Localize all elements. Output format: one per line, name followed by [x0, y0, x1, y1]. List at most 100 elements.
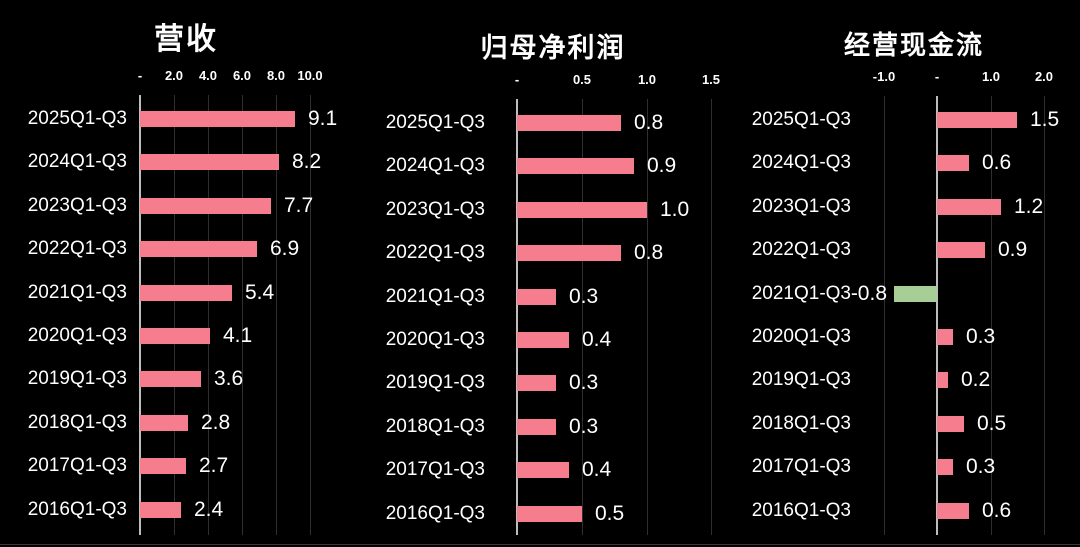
category-label: 2023Q1-Q3	[751, 196, 851, 217]
bar-positive	[937, 416, 964, 432]
gridline	[208, 95, 209, 535]
value-label: 0.3	[569, 371, 599, 394]
value-label: 2.7	[199, 454, 229, 477]
value-label: -0.8	[850, 282, 887, 305]
category-label: 2024Q1-Q3	[385, 155, 485, 176]
gridline	[310, 95, 311, 535]
bar-positive	[937, 112, 1017, 128]
value-label: 0.3	[966, 325, 996, 348]
category-label: 2017Q1-Q3	[751, 456, 851, 477]
category-label: 2019Q1-Q3	[27, 368, 127, 389]
axis-tick-label: -	[514, 72, 520, 87]
chart-title-revenue: 营收	[154, 23, 218, 56]
axis-zero-line	[516, 99, 518, 535]
value-label: 6.9	[270, 237, 300, 260]
bar-positive	[140, 241, 257, 257]
bar-positive	[517, 202, 647, 218]
axis-tick-label: 1.5	[701, 72, 721, 87]
bar-positive	[517, 506, 582, 522]
gridline	[174, 95, 175, 535]
category-label: 2025Q1-Q3	[27, 108, 127, 129]
axis-tick-label: 2.0	[164, 68, 184, 83]
value-label: 7.7	[284, 194, 314, 217]
category-label: 2020Q1-Q3	[751, 326, 851, 347]
category-label: 2020Q1-Q3	[385, 329, 485, 350]
value-label: 5.4	[245, 281, 275, 304]
value-label: 8.2	[292, 150, 322, 173]
category-label: 2025Q1-Q3	[751, 109, 851, 130]
value-label: 0.3	[569, 415, 599, 438]
category-label: 2016Q1-Q3	[385, 503, 485, 524]
category-label: 2018Q1-Q3	[27, 412, 127, 433]
category-label: 2018Q1-Q3	[385, 416, 485, 437]
value-label: 1.0	[660, 198, 690, 221]
value-label: 0.3	[966, 455, 996, 478]
category-label: 2023Q1-Q3	[385, 199, 485, 220]
chart-title-operating-cash-flow: 经营现金流	[843, 30, 985, 60]
bar-positive	[517, 115, 621, 131]
value-label: 3.6	[214, 367, 244, 390]
bar-positive	[140, 502, 181, 518]
category-label: 2020Q1-Q3	[27, 325, 127, 346]
bar-positive	[937, 372, 948, 388]
bar-positive	[140, 198, 271, 214]
bar-positive	[517, 245, 621, 261]
gridline	[276, 95, 277, 535]
category-label: 2019Q1-Q3	[385, 372, 485, 393]
value-label: 4.1	[223, 324, 253, 347]
value-label: 1.2	[1014, 195, 1044, 218]
bar-positive	[140, 285, 232, 301]
axis-tick-label: 1.0	[637, 72, 657, 87]
axis-zero-line	[936, 96, 938, 535]
value-label: 0.9	[998, 238, 1028, 261]
gridline	[582, 99, 583, 535]
bar-positive	[140, 328, 210, 344]
gridline	[647, 99, 648, 535]
bar-positive	[517, 332, 569, 348]
bar-positive	[937, 503, 969, 519]
axis-tick-label: 0.5	[572, 72, 592, 87]
bar-positive	[937, 329, 953, 345]
axis-tick-label: -1.0	[872, 69, 896, 84]
bar-positive	[140, 458, 186, 474]
category-label: 2017Q1-Q3	[27, 455, 127, 476]
category-label: 2024Q1-Q3	[27, 151, 127, 172]
axis-tick-label: 8.0	[266, 68, 286, 83]
category-label: 2022Q1-Q3	[751, 239, 851, 260]
value-label: 9.1	[308, 107, 338, 130]
bar-positive	[937, 199, 1001, 215]
category-label: 2018Q1-Q3	[751, 413, 851, 434]
value-label: 0.2	[961, 368, 991, 391]
value-label: 0.8	[634, 111, 664, 134]
value-label: 2.4	[194, 498, 224, 521]
axis-tick-label: 4.0	[198, 68, 218, 83]
bar-positive	[140, 154, 279, 170]
value-label: 0.4	[582, 328, 612, 351]
category-label: 2019Q1-Q3	[751, 369, 851, 390]
axis-tick-label: 6.0	[232, 68, 252, 83]
gridline	[242, 95, 243, 535]
gridline	[884, 96, 885, 535]
value-label: 0.5	[977, 412, 1007, 435]
value-label: 0.4	[582, 458, 612, 481]
bar-negative	[894, 286, 937, 302]
bar-positive	[517, 158, 634, 174]
value-label: 0.8	[634, 241, 664, 264]
category-label: 2022Q1-Q3	[385, 242, 485, 263]
value-label: 1.5	[1030, 108, 1060, 131]
axis-tick-label: 2.0	[1034, 69, 1054, 84]
category-label: 2021Q1-Q3	[751, 283, 851, 304]
axis-tick-label: 10.0	[297, 68, 323, 83]
bar-positive	[140, 111, 295, 127]
category-label: 2016Q1-Q3	[751, 500, 851, 521]
bar-positive	[140, 371, 201, 387]
axis-tick-label: 1.0	[981, 69, 1001, 84]
chart-title-net-profit: 归母净利润	[480, 33, 626, 63]
bar-positive	[937, 459, 953, 475]
value-label: 0.6	[982, 499, 1012, 522]
value-label: 2.8	[201, 411, 231, 434]
category-label: 2021Q1-Q3	[385, 286, 485, 307]
category-label: 2025Q1-Q3	[385, 112, 485, 133]
bar-positive	[517, 419, 556, 435]
